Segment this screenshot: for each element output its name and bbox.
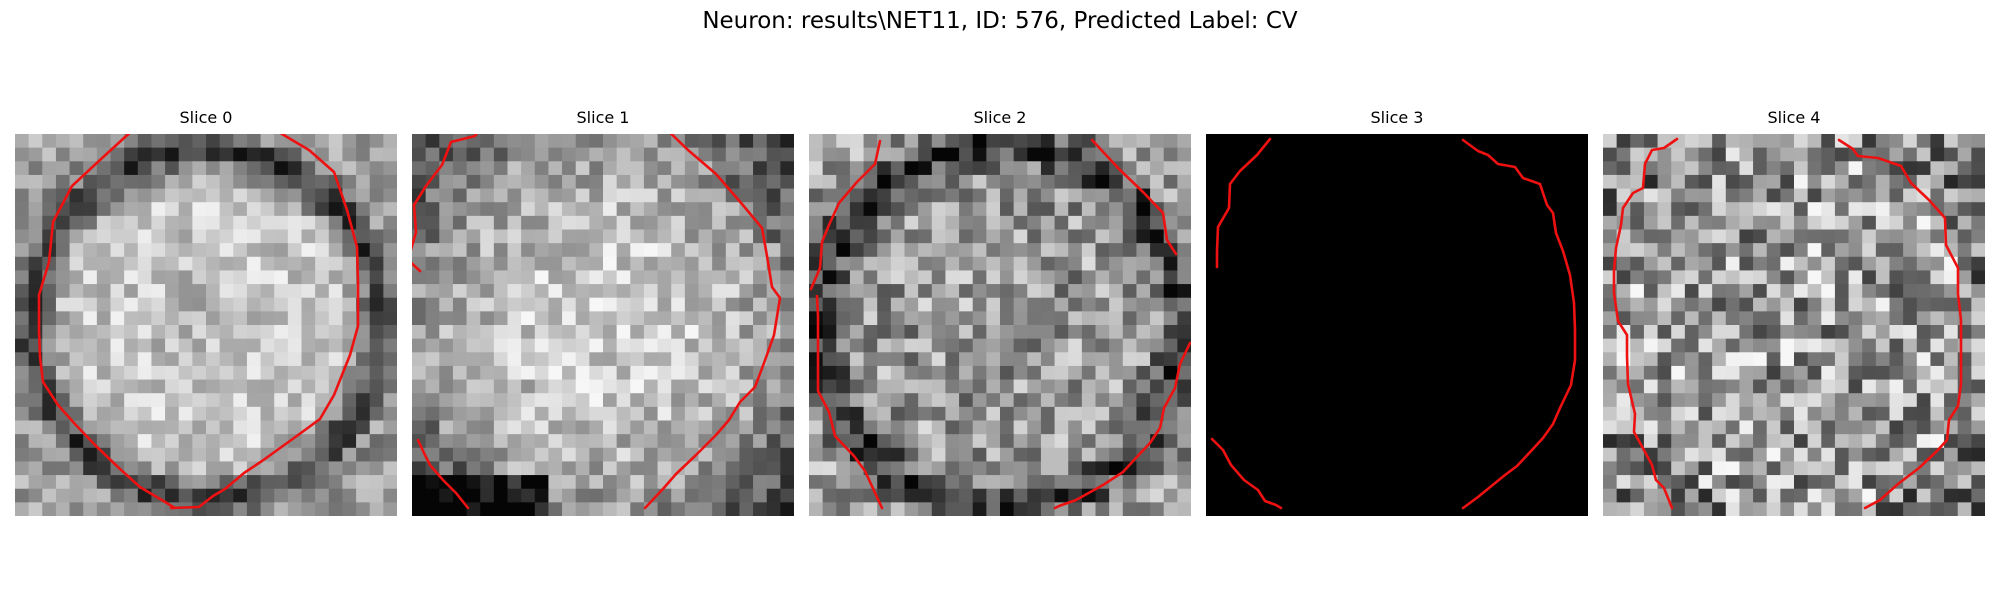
contour-line bbox=[412, 134, 478, 273]
contour-line bbox=[809, 139, 882, 291]
pixel-grid bbox=[1603, 134, 1985, 516]
slice-2-image bbox=[809, 134, 1191, 516]
slice-title: Slice 0 bbox=[179, 108, 233, 127]
contour-line bbox=[416, 438, 470, 510]
contour-line bbox=[1090, 138, 1178, 256]
contour-line bbox=[815, 294, 884, 510]
contour-line bbox=[1461, 138, 1577, 510]
suptitle: Neuron: results\NET11, ID: 576, Predicte… bbox=[702, 8, 1298, 34]
slice-title: Slice 4 bbox=[1767, 108, 1821, 127]
black-background bbox=[1206, 134, 1588, 516]
contour-line bbox=[1210, 437, 1283, 510]
slice-1-image bbox=[412, 134, 794, 516]
contour-line bbox=[643, 134, 782, 510]
slice-title: Slice 2 bbox=[973, 108, 1027, 127]
slice-title: Slice 1 bbox=[576, 108, 630, 127]
slice-title: Slice 3 bbox=[1370, 108, 1424, 127]
contour-line bbox=[1612, 137, 1679, 510]
contour-line bbox=[37, 134, 360, 510]
contour-line bbox=[1215, 137, 1272, 269]
slice-3-image bbox=[1206, 134, 1588, 516]
contour-line bbox=[1053, 341, 1191, 510]
pixel-grid bbox=[15, 134, 397, 516]
slice-0-image bbox=[15, 134, 397, 516]
pixel-grid bbox=[809, 134, 1191, 516]
slice-4-image bbox=[1603, 134, 1985, 516]
pixel-grid bbox=[412, 134, 794, 516]
contour-line bbox=[1837, 138, 1963, 510]
